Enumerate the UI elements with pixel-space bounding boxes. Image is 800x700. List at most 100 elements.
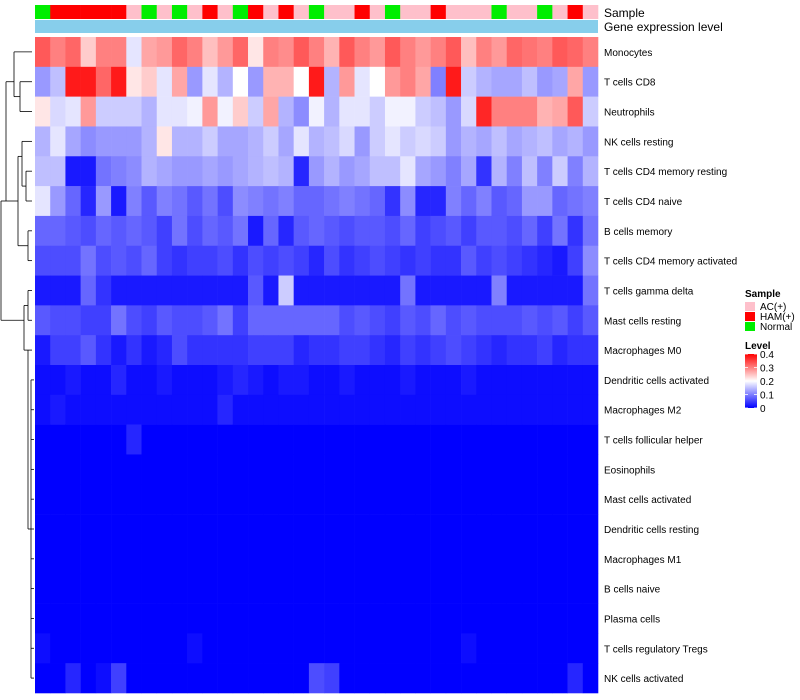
- heatmap-cell: [232, 126, 249, 157]
- heatmap-cell: [171, 126, 188, 157]
- heatmap-cell: [567, 275, 584, 306]
- heatmap-cell: [65, 305, 81, 336]
- sample-cell: [369, 5, 386, 19]
- heatmap-cell: [354, 663, 371, 694]
- heatmap-cell: [567, 156, 584, 187]
- heatmap-cell: [248, 335, 264, 366]
- heatmap-cell: [324, 365, 340, 396]
- heatmap-cell: [324, 663, 340, 694]
- heatmap-cell: [400, 335, 416, 366]
- heatmap-cell: [369, 573, 386, 604]
- heatmap-cell: [95, 454, 112, 485]
- row-label: T cells regulatory Tregs: [604, 644, 708, 655]
- heatmap-cell: [476, 543, 492, 575]
- heatmap-cell: [187, 335, 203, 366]
- heatmap-cell: [445, 126, 462, 157]
- heatmap-cell: [384, 514, 401, 545]
- heatmap-cell: [95, 335, 112, 366]
- heatmap-cell: [339, 335, 355, 366]
- heatmap-cell: [217, 365, 234, 396]
- heatmap-cell: [278, 37, 294, 68]
- heatmap-cell: [293, 186, 310, 217]
- heatmap-cell: [369, 603, 386, 634]
- heatmap-cell: [202, 633, 218, 664]
- heatmap-cell: [415, 215, 431, 247]
- row-label: Dendritic cells resting: [604, 525, 699, 536]
- heatmap-cell: [369, 37, 386, 68]
- heatmap-cell: [308, 96, 325, 127]
- heatmap-cell: [202, 573, 218, 604]
- heatmap-cell: [293, 37, 310, 68]
- heatmap-cell: [65, 633, 81, 664]
- heatmap-cell: [156, 424, 173, 455]
- heatmap-cell: [415, 186, 431, 217]
- heatmap-cell: [521, 335, 538, 366]
- heatmap-cell: [552, 66, 568, 97]
- heatmap-cell: [506, 335, 523, 366]
- sample-cell: [445, 5, 462, 19]
- heatmap-cell: [552, 96, 568, 127]
- heatmap-cell: [187, 633, 203, 664]
- heatmap-cell: [384, 603, 401, 634]
- heatmap-cell: [171, 424, 188, 455]
- heatmap-cell: [324, 275, 340, 306]
- heatmap-cell: [35, 305, 51, 336]
- heatmap-cell: [111, 66, 127, 97]
- heatmap-cell: [202, 514, 218, 545]
- heatmap-cell: [95, 573, 112, 604]
- heatmap-cell: [537, 424, 553, 455]
- heatmap-cell: [567, 543, 584, 575]
- heatmap-cell: [521, 365, 538, 396]
- heatmap-cell: [111, 96, 127, 127]
- heatmap-cell: [187, 275, 203, 306]
- heatmap-cell: [308, 394, 325, 425]
- heatmap-cell: [202, 37, 218, 68]
- heatmap-cell: [263, 603, 279, 634]
- heatmap-cell: [232, 275, 249, 306]
- heatmap-cell: [80, 275, 97, 306]
- heatmap-cell: [567, 37, 584, 68]
- heatmap-cell: [445, 573, 462, 604]
- heatmap-cell: [537, 573, 553, 604]
- heatmap-cell: [430, 514, 447, 545]
- heatmap-cell: [461, 96, 477, 127]
- heatmap-cell: [476, 335, 492, 366]
- sample-cell: [567, 5, 584, 19]
- heatmap-cell: [415, 305, 431, 336]
- sample-cell: [263, 5, 279, 19]
- sample-cell: [126, 5, 142, 19]
- heatmap-cell: [263, 573, 279, 604]
- heatmap-cell: [400, 215, 416, 247]
- sample-cell: [171, 5, 188, 19]
- heatmap-cell: [537, 215, 553, 247]
- heatmap-cell: [35, 37, 51, 68]
- heatmap-cell: [126, 484, 142, 515]
- heatmap-cell: [354, 186, 371, 217]
- heatmap-cell: [217, 305, 234, 336]
- heatmap-cell: [354, 424, 371, 455]
- heatmap-cell: [400, 275, 416, 306]
- heatmap-cell: [217, 245, 234, 276]
- heatmap-cell: [537, 96, 553, 127]
- heatmap-cell: [339, 37, 355, 68]
- heatmap-cell: [369, 365, 386, 396]
- heatmap-cell: [156, 96, 173, 127]
- heatmap-cell: [537, 186, 553, 217]
- heatmap-cell: [430, 215, 447, 247]
- legend-label: AC(+): [760, 302, 786, 313]
- heatmap-cell: [35, 663, 51, 694]
- heatmap-cell: [491, 424, 508, 455]
- heatmap-cell: [384, 126, 401, 157]
- sample-cell: [354, 5, 371, 19]
- heatmap-cell: [430, 603, 447, 634]
- heatmap-cell: [171, 275, 188, 306]
- heatmap-cell: [187, 186, 203, 217]
- heatmap-cell: [80, 186, 97, 217]
- heatmap-cell: [521, 454, 538, 485]
- heatmap-cell: [582, 275, 599, 306]
- heatmap-cell: [293, 394, 310, 425]
- heatmap-cell: [308, 215, 325, 247]
- heatmap-cell: [369, 275, 386, 306]
- heatmap-cell: [415, 335, 431, 366]
- legend-tick-label: 0.2: [760, 377, 774, 388]
